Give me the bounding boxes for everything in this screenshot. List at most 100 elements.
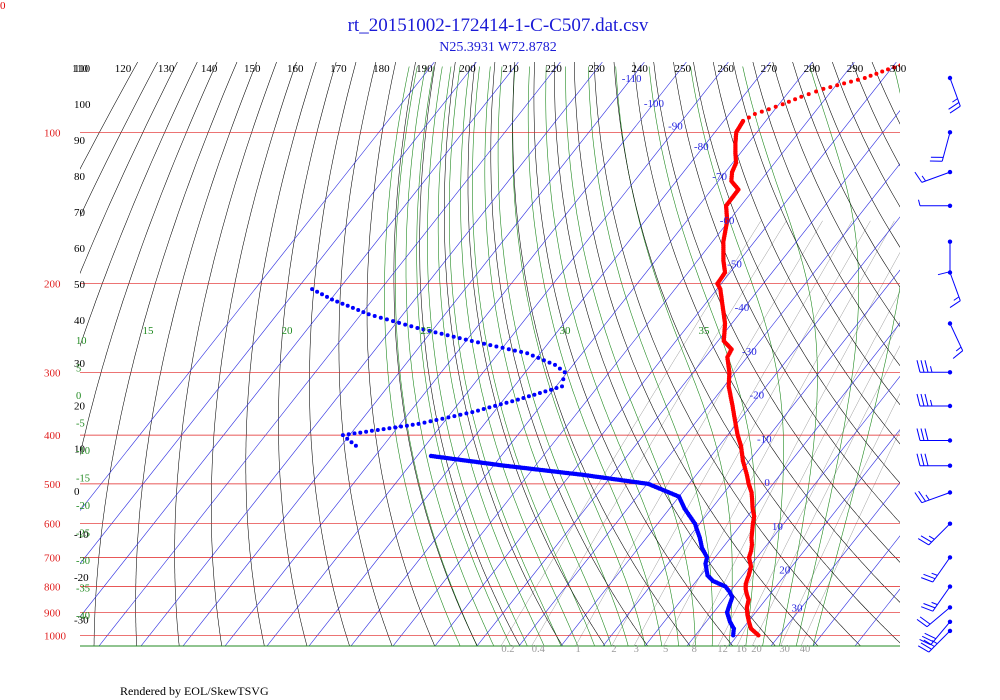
wind-barb-flag (921, 577, 933, 583)
pressure-label: 800 (44, 582, 61, 594)
wind-barb (917, 628, 953, 653)
mixing-ratio-label: 3 (634, 644, 639, 655)
dewpoint-point (416, 421, 421, 426)
wind-barb-flag (923, 603, 936, 609)
moist-left-label: -15 (76, 474, 90, 485)
dewpoint-point (463, 337, 468, 342)
dewpoint-point (393, 425, 398, 430)
potential-temp-label: 180 (373, 63, 390, 75)
wind-barb-half-flag (953, 296, 960, 301)
dewpoint-point (482, 341, 487, 346)
mixing-ratio-label: 1 (575, 644, 580, 655)
temp-axis-label: -30 (74, 615, 89, 627)
dewpoint-point (487, 405, 492, 410)
mixing-ratio-line (717, 291, 900, 646)
dry-adiabat-line (673, 62, 900, 523)
isotherm-line (80, 62, 519, 618)
pressure-label: 600 (44, 519, 61, 531)
dewpoint-point (560, 384, 564, 389)
dry-adiabat-line (80, 62, 218, 456)
wind-barb-half-flag (928, 535, 935, 540)
temp-axis-label: 80 (74, 171, 86, 183)
pressure-label: 900 (44, 607, 61, 619)
dewpoint-point (404, 423, 409, 428)
moist-left-label: -10 (76, 446, 90, 457)
moist-top-label: 25 (421, 325, 433, 337)
wind-barb-flag (923, 573, 936, 580)
dry-adiabat-line (80, 62, 198, 347)
moist-top-label: 30 (560, 325, 572, 337)
potential-temp-label: 220 (545, 63, 562, 75)
dewpoint-point (349, 440, 354, 445)
pressure-label: 200 (44, 279, 61, 291)
dewpoint-point (315, 289, 320, 294)
wind-barb-half-flag (931, 640, 938, 645)
moist-adiabat-line (615, 66, 733, 646)
temperature-point (898, 63, 900, 68)
dewpoint-point (500, 345, 505, 350)
wind-barb (929, 130, 953, 162)
footer-credit: Rendered by EOL/SkewTSVG (120, 684, 269, 698)
isotherm-line (476, 110, 900, 646)
temp-axis-label: 110 (74, 63, 91, 75)
mixing-ratio-label: 40 (800, 644, 811, 655)
moist-adiabat-line (437, 66, 545, 646)
dewpoint-point (543, 389, 548, 394)
temperature-point (793, 97, 798, 102)
isotherm-line (98, 62, 561, 646)
moist-left-label: 5 (76, 364, 81, 375)
dewpoint-point (512, 348, 517, 353)
wind-barb (916, 360, 953, 375)
dewpoint-point (457, 336, 462, 341)
moist-adiabat-line (588, 66, 713, 646)
wind-barb-staff (928, 523, 951, 546)
temp-axis-label: 90 (74, 135, 86, 147)
potential-temp-label: 110 (72, 63, 89, 75)
dewpoint-point (434, 418, 439, 422)
dewpoint-point (504, 400, 509, 405)
pressure-label: 500 (44, 479, 61, 491)
isotherm-label: -100 (644, 98, 665, 110)
wind-barb-flag (920, 360, 925, 373)
dewpoint-point (554, 386, 559, 390)
wind-barb-flag (916, 428, 921, 441)
dewpoint-point (445, 333, 450, 338)
potential-temp-label: 260 (718, 63, 735, 75)
wind-barb-flag (920, 393, 925, 407)
dewpoint-point (378, 315, 383, 320)
chart-title: rt_20151002-172414-1-C-C507.dat.csv (348, 15, 649, 36)
moist-top-label: 15 (143, 325, 155, 337)
dry-adiabat-line (80, 62, 138, 170)
wind-barb (916, 605, 953, 628)
moist-adiabat-line (742, 66, 818, 646)
wind-barb (947, 321, 964, 359)
dry-adiabat-line (633, 62, 900, 603)
wind-barb-flag (917, 538, 930, 546)
mixing-ratio-label: 0.4 (532, 644, 546, 655)
temperature-point (880, 69, 885, 74)
dewpoint-point (553, 362, 557, 367)
temperature-point (855, 77, 860, 82)
dewpoint-point (345, 436, 350, 441)
dewpoint-point (410, 422, 415, 427)
dewpoint-point (340, 433, 345, 438)
dewpoint-point (399, 424, 403, 429)
isotherm-line (770, 482, 900, 646)
dry-adiabat-line (653, 62, 900, 563)
isotherm-label: 20 (779, 565, 791, 577)
isotherm-line (182, 62, 645, 646)
moist-adiabat-line (812, 66, 900, 646)
moist-adiabat-line (512, 66, 646, 646)
dry-adiabat-line (512, 62, 691, 646)
wind-barb-flag (949, 105, 961, 114)
temp-axis-label: 40 (74, 315, 86, 327)
moist-left-label: 10 (76, 336, 87, 347)
mixing-ratio-line (800, 430, 900, 646)
isotherm-label: 30 (791, 602, 803, 614)
dewpoint-point (375, 428, 380, 432)
pressure-label: 400 (44, 430, 61, 442)
moist-top-label: 20 (282, 325, 294, 337)
isotherm-line (266, 62, 729, 646)
dewpoint-point (330, 297, 334, 302)
